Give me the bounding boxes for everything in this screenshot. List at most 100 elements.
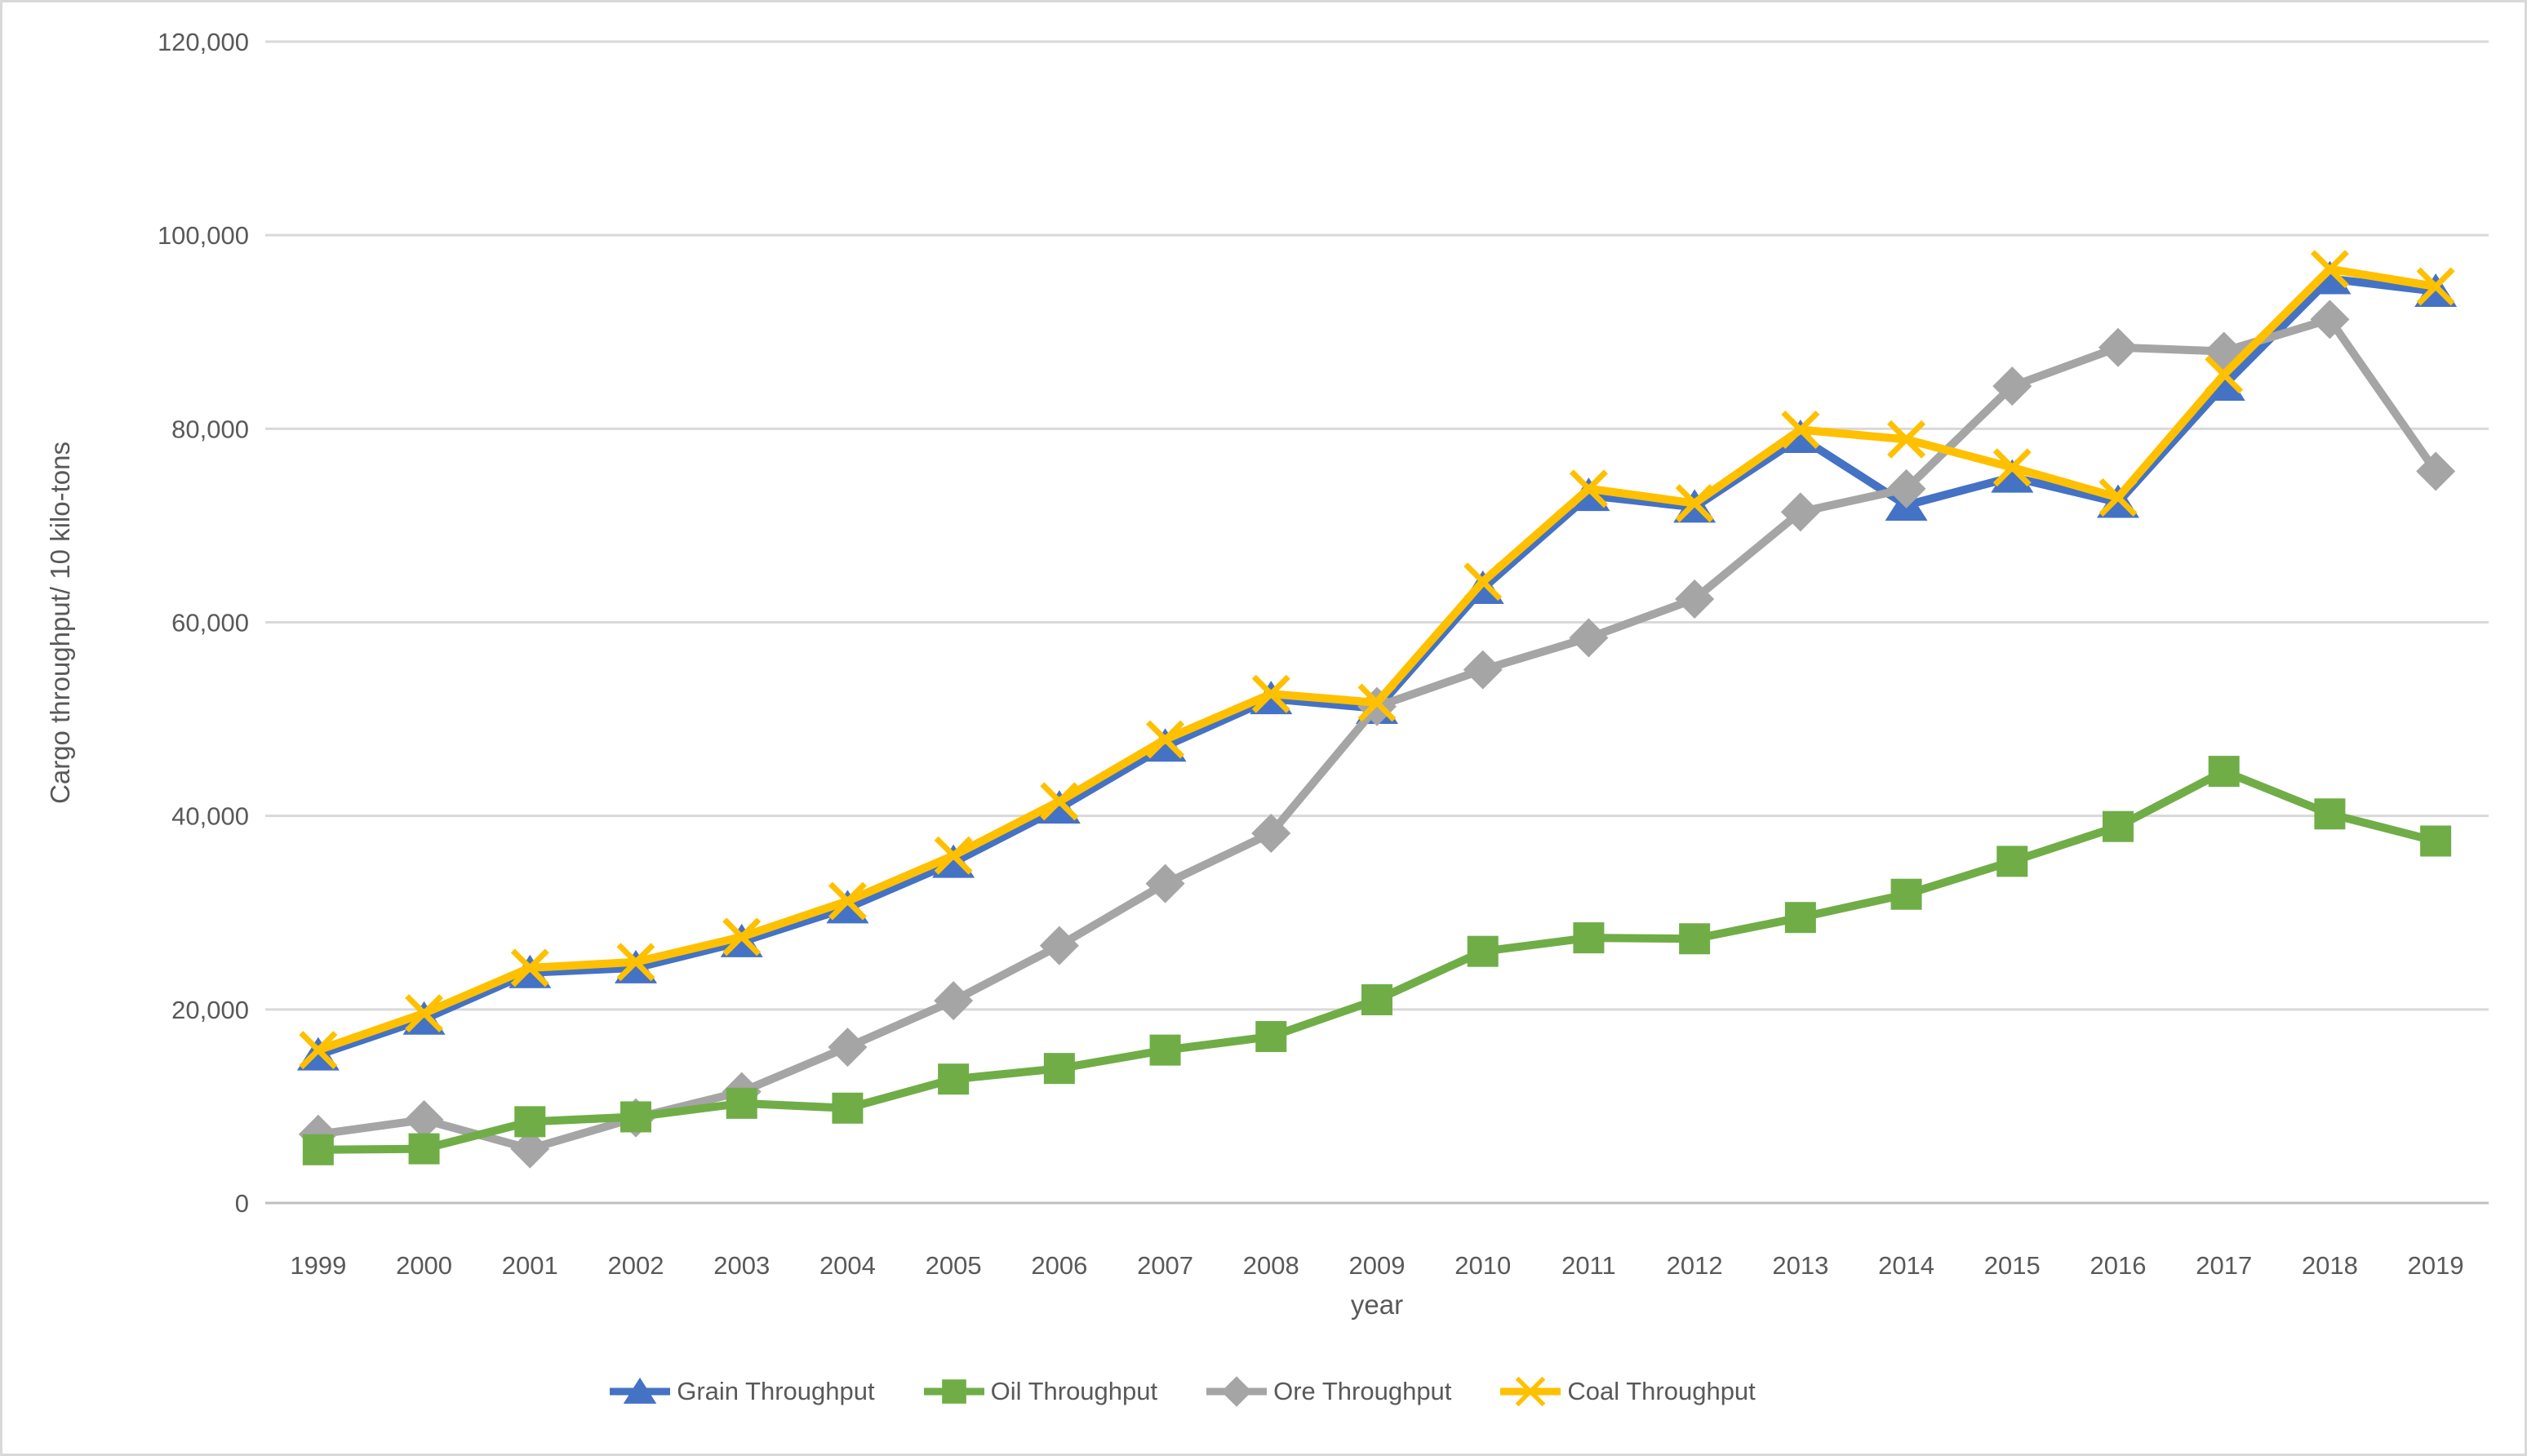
x-tick-2007: 2007 [1137, 1251, 1193, 1280]
ore-throughput-marker-2016 [2098, 327, 2138, 367]
series-ore-throughput [298, 300, 2456, 1169]
x-tick-2015: 2015 [1984, 1251, 2041, 1280]
y-tick-100,000: 100,000 [158, 221, 249, 250]
oil-throughput-marker-2015 [1996, 846, 2028, 877]
coal-throughput-marker-2003 [722, 917, 762, 957]
y-tick-20,000: 20,000 [171, 996, 249, 1024]
oil-throughput-marker-2003 [726, 1087, 757, 1119]
coal-throughput-marker-2008 [1251, 674, 1290, 713]
ore-throughput-marker-2006 [1039, 926, 1079, 965]
x-tick-2013: 2013 [1772, 1251, 1828, 1280]
coal-throughput-marker-2001 [510, 948, 549, 988]
x-tick-2003: 2003 [713, 1251, 770, 1280]
ore-throughput-marker-2000 [404, 1100, 444, 1140]
x-tick-2010: 2010 [1454, 1251, 1511, 1280]
y-tick-60,000: 60,000 [171, 609, 249, 637]
legend-item-coal-throughput: Coal Throughput [1499, 1374, 1756, 1409]
x-tick-2004: 2004 [819, 1251, 876, 1280]
legend-item-ore-throughput: Ore Throughput [1205, 1374, 1451, 1409]
oil-throughput-marker-2017 [2208, 756, 2240, 788]
oil-throughput-marker-2004 [832, 1092, 864, 1124]
x-tick-2012: 2012 [1667, 1251, 1723, 1280]
legend-item-oil-throughput: Oil Throughput [922, 1374, 1158, 1409]
coal-throughput-marker-2017 [2205, 355, 2244, 394]
coal-throughput-marker-2004 [828, 881, 867, 921]
legend-swatch-grain-throughput [610, 1377, 671, 1404]
ore-throughput-marker-2013 [1780, 492, 1820, 532]
legend: Grain Throughput Oil Throughput Ore Throug… [2, 1374, 2443, 1409]
ore-throughput-marker-2019 [2416, 451, 2456, 491]
coal-throughput-marker-2002 [616, 943, 655, 982]
legend-item-grain-throughput: Grain Throughput [608, 1374, 875, 1409]
coal-throughput-marker-2019 [2416, 267, 2455, 306]
x-tick-2019: 2019 [2408, 1251, 2464, 1280]
oil-throughput-marker-2010 [1467, 935, 1499, 967]
grain-throughput-marker-2015 [1991, 459, 2034, 493]
y-axis-title: Cargo throughput/ 10 kilo-tons [45, 442, 75, 804]
y-tick-40,000: 40,000 [171, 802, 249, 831]
x-tick-2000: 2000 [396, 1251, 452, 1280]
coal-throughput-marker-2005 [934, 836, 973, 875]
x-tick-2001: 2001 [502, 1251, 558, 1280]
grain-throughput-marker-2013 [1779, 419, 1822, 454]
ore-throughput-marker-2014 [1886, 468, 1926, 508]
coal-throughput-marker-2000 [405, 994, 444, 1033]
oil-throughput-marker-2016 [2103, 810, 2134, 842]
ore-throughput-marker-2011 [1569, 618, 1609, 658]
x-tick-2009: 2009 [1349, 1251, 1406, 1280]
ore-throughput-marker-2004 [828, 1028, 868, 1068]
ore-throughput-marker-2015 [1992, 366, 2032, 406]
legend-label-coal-throughput: Coal Throughput [1567, 1377, 1756, 1405]
ore-throughput-marker-2010 [1463, 650, 1503, 690]
oil-throughput-marker-2011 [1573, 922, 1605, 954]
oil-throughput-marker-2019 [2420, 825, 2452, 857]
y-tick-0: 0 [235, 1189, 249, 1218]
x-tick-2018: 2018 [2302, 1251, 2358, 1280]
legend-marker-grain-throughput [623, 1377, 657, 1404]
coal-throughput-marker-1999 [299, 1031, 338, 1070]
oil-throughput-marker-2000 [408, 1133, 440, 1165]
legend-swatch-coal-throughput [1500, 1376, 1561, 1407]
coal-throughput-marker-2007 [1146, 720, 1185, 759]
oil-throughput-marker-2001 [514, 1106, 546, 1138]
coal-throughput-marker-2014 [1887, 419, 1926, 459]
series-line-coal-throughput [313, 264, 2440, 1054]
coal-throughput-marker-2016 [2098, 478, 2138, 517]
legend-swatch-oil-throughput [923, 1379, 984, 1404]
series-group [296, 250, 2458, 1169]
coal-throughput-marker-2018 [2310, 250, 2349, 289]
legend-marker-oil-throughput [941, 1379, 966, 1404]
legend-label-oil-throughput: Oil Throughput [990, 1377, 1158, 1405]
x-tick-2006: 2006 [1031, 1251, 1087, 1280]
ore-throughput-marker-2001 [510, 1129, 550, 1169]
oil-throughput-marker-2006 [1043, 1053, 1075, 1085]
x-tick-2017: 2017 [2196, 1251, 2252, 1280]
y-tick-80,000: 80,000 [171, 415, 249, 443]
grain-throughput-marker-2018 [2308, 260, 2352, 295]
series-oil-throughput [302, 756, 2452, 1165]
coal-throughput-marker-2013 [1781, 411, 1820, 449]
oil-throughput-marker-2018 [2314, 798, 2346, 830]
oil-throughput-marker-2008 [1255, 1021, 1287, 1053]
coal-throughput-marker-2011 [1569, 469, 1608, 508]
ore-throughput-marker-2018 [2310, 300, 2350, 340]
coal-throughput-marker-2006 [1040, 782, 1079, 821]
coal-throughput-marker-2009 [1357, 683, 1397, 722]
legend-marker-ore-throughput [1221, 1376, 1252, 1407]
series-line-grain-throughput [313, 274, 2440, 1059]
oil-throughput-marker-1999 [302, 1134, 334, 1165]
oil-throughput-marker-2005 [938, 1063, 970, 1095]
oil-throughput-marker-2012 [1679, 923, 1711, 955]
tick-labels: 0 20,000 40,000 60,000 80,000 100,000 120,000 1… [158, 28, 2464, 1280]
oil-throughput-marker-2013 [1784, 902, 1816, 934]
coal-throughput-marker-2010 [1463, 562, 1503, 601]
series-line-ore-throughput [313, 315, 2440, 1153]
x-tick-2011: 2011 [1561, 1251, 1616, 1280]
oil-throughput-marker-2014 [1890, 878, 1922, 910]
coal-throughput-marker-2012 [1675, 484, 1714, 523]
legend-label-ore-throughput: Ore Throughput [1273, 1377, 1452, 1405]
x-tick-2016: 2016 [2090, 1251, 2147, 1280]
ore-throughput-marker-2005 [934, 981, 974, 1021]
